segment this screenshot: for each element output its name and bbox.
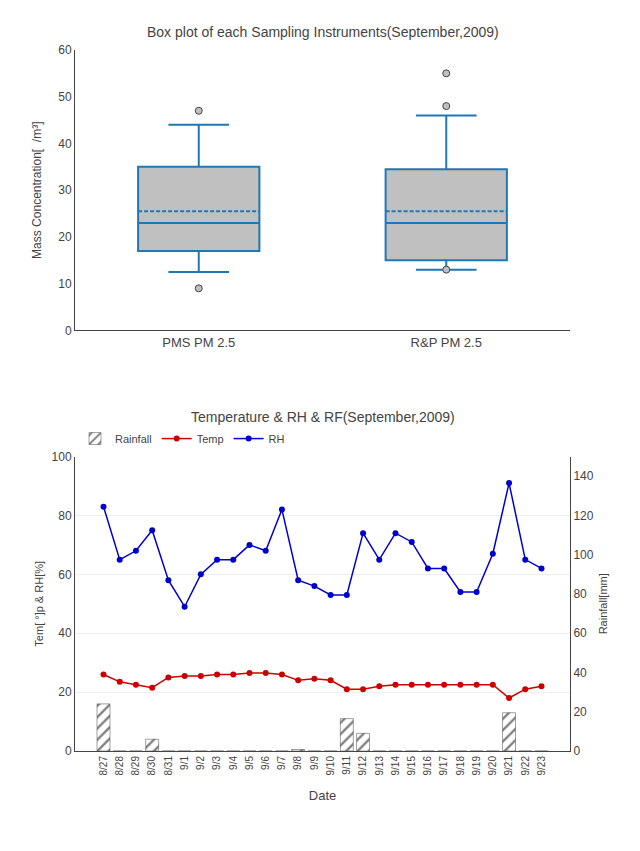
svg-text:9/10: 9/10 [325, 756, 336, 776]
svg-text:40: 40 [573, 666, 587, 680]
svg-text:Rainfall[mm]: Rainfall[mm] [598, 573, 610, 634]
svg-text:60: 60 [573, 626, 587, 640]
svg-text:R&P PM 2.5: R&P PM 2.5 [411, 335, 482, 350]
svg-text:9/9: 9/9 [309, 756, 320, 770]
svg-text:100: 100 [573, 548, 593, 562]
svg-text:9/13: 9/13 [374, 756, 385, 776]
svg-text:9/22: 9/22 [520, 756, 531, 776]
svg-text:100: 100 [52, 450, 72, 464]
svg-text:9/3: 9/3 [211, 756, 222, 770]
svg-text:120: 120 [573, 509, 593, 523]
svg-text:Rainfall: Rainfall [115, 433, 152, 445]
svg-text:Temp: Temp [197, 433, 224, 445]
svg-text:9/18: 9/18 [455, 756, 466, 776]
svg-text:40: 40 [58, 137, 72, 151]
svg-text:Mass Concentration[ /m³]: Mass Concentration[ /m³] [30, 122, 44, 259]
svg-text:8/28: 8/28 [114, 756, 125, 776]
svg-text:8/30: 8/30 [146, 756, 157, 776]
svg-text:20: 20 [573, 705, 587, 719]
svg-text:40: 40 [58, 626, 72, 640]
svg-text:Date: Date [309, 788, 336, 803]
svg-text:9/11: 9/11 [341, 756, 352, 775]
svg-text:9/21: 9/21 [503, 756, 514, 776]
svg-text:60: 60 [58, 43, 72, 57]
svg-text:9/2: 9/2 [195, 756, 206, 770]
svg-text:9/5: 9/5 [244, 756, 255, 770]
svg-text:8/29: 8/29 [130, 756, 141, 776]
svg-text:80: 80 [573, 587, 587, 601]
svg-text:50: 50 [58, 90, 72, 104]
svg-text:9/20: 9/20 [487, 756, 498, 776]
svg-text:20: 20 [58, 685, 72, 699]
svg-text:60: 60 [58, 568, 72, 582]
svg-text:0: 0 [65, 324, 72, 338]
svg-text:8/31: 8/31 [163, 756, 174, 776]
svg-text:PMS PM 2.5: PMS PM 2.5 [162, 335, 235, 350]
svg-text:9/15: 9/15 [406, 756, 417, 776]
svg-text:9/1: 9/1 [179, 756, 190, 770]
svg-text:20: 20 [58, 230, 72, 244]
svg-text:9/7: 9/7 [276, 756, 287, 770]
svg-text:9/4: 9/4 [228, 756, 239, 770]
svg-text:9/12: 9/12 [357, 756, 368, 776]
svg-text:9/16: 9/16 [422, 756, 433, 776]
svg-text:80: 80 [58, 509, 72, 523]
svg-text:9/8: 9/8 [292, 756, 303, 770]
svg-text:Box plot of each Sampling Inst: Box plot of each Sampling Instruments(Se… [147, 24, 499, 40]
svg-text:9/19: 9/19 [471, 756, 482, 776]
svg-text:9/23: 9/23 [536, 756, 547, 776]
svg-text:8/27: 8/27 [98, 756, 109, 776]
svg-text:Tem[ °]p & RH[%]: Tem[ °]p & RH[%] [33, 561, 45, 647]
svg-text:9/17: 9/17 [438, 756, 449, 776]
svg-text:10: 10 [58, 277, 72, 291]
svg-text:0: 0 [65, 744, 72, 758]
svg-text:Temperature & RH & RF(Septembe: Temperature & RH & RF(September,2009) [191, 409, 455, 425]
svg-text:30: 30 [58, 183, 72, 197]
svg-text:9/14: 9/14 [390, 756, 401, 776]
svg-text:140: 140 [573, 469, 593, 483]
svg-text:RH: RH [269, 433, 285, 445]
svg-text:9/6: 9/6 [260, 756, 271, 770]
svg-text:0: 0 [573, 744, 580, 758]
